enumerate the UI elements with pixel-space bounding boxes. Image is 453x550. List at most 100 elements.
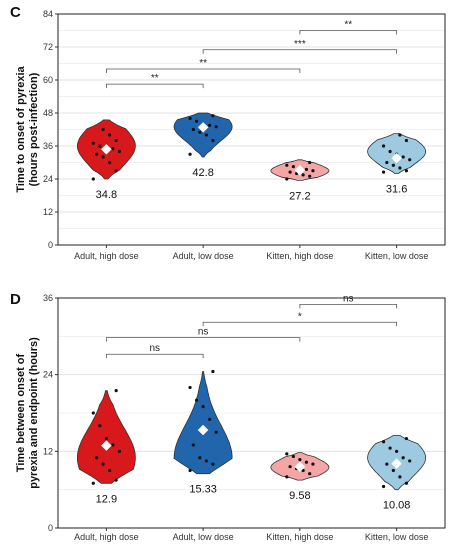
- y-axis-label: Time between onset of: [15, 353, 27, 472]
- data-point: [211, 462, 215, 466]
- mean-marker: [391, 152, 402, 164]
- mean-label: 42.8: [192, 167, 213, 179]
- significance-label: *: [298, 311, 302, 322]
- chart-panel-c: 0 12 24 36 48 60 72 84 Adult, high dose Adult, lo…: [10, 4, 446, 261]
- data-point: [391, 163, 395, 167]
- data-point: [211, 114, 215, 118]
- data-point: [404, 169, 409, 173]
- panel-label: D: [10, 291, 21, 308]
- data-point: [288, 465, 292, 469]
- mean-marker: [294, 461, 306, 473]
- significance-label: ***: [294, 39, 306, 50]
- data-point: [198, 130, 202, 134]
- data-point: [94, 152, 99, 156]
- significance-bracket: [299, 303, 398, 309]
- x-tick-label: Kitten, low dose: [365, 532, 429, 542]
- y-tick-label: 12: [43, 207, 53, 217]
- data-point: [308, 160, 312, 165]
- mean-marker: [101, 143, 112, 155]
- data-point: [288, 170, 292, 174]
- data-point: [388, 446, 392, 450]
- data-point: [91, 141, 95, 145]
- data-point: [194, 398, 199, 402]
- data-point: [108, 468, 112, 473]
- data-point: [291, 165, 295, 169]
- x-tick-label: Adult, high dose: [74, 532, 139, 542]
- y-tick-label: 84: [43, 9, 53, 19]
- significance-bracket: [105, 68, 301, 73]
- data-point: [408, 158, 412, 162]
- y-axis-label: pyrexia and endpoint (hours): [28, 337, 40, 489]
- data-point: [311, 169, 315, 173]
- data-point: [114, 478, 118, 482]
- y-tick-label: 24: [43, 174, 53, 184]
- violin-1: [173, 371, 233, 475]
- data-point: [91, 481, 95, 485]
- data-point: [214, 430, 218, 434]
- data-point: [108, 133, 112, 137]
- panel-label: C: [10, 4, 21, 21]
- data-point: [188, 468, 192, 473]
- data-point: [114, 389, 118, 393]
- data-point: [398, 166, 402, 170]
- data-point: [111, 443, 115, 447]
- data-point: [201, 405, 205, 409]
- data-point: [114, 169, 118, 173]
- violin-1: [173, 112, 233, 158]
- data-point: [404, 138, 409, 143]
- significance-label: **: [199, 58, 207, 69]
- data-point: [398, 133, 402, 137]
- data-point: [188, 116, 192, 121]
- data-point: [198, 456, 202, 460]
- data-point: [301, 173, 305, 177]
- mean-label: 27.2: [289, 190, 310, 202]
- x-tick-label: Kitten, high dose: [266, 532, 333, 542]
- y-tick-label: 24: [43, 370, 53, 380]
- data-point: [98, 144, 102, 148]
- data-point: [311, 462, 315, 466]
- data-point: [285, 177, 289, 181]
- significance-bracket: [202, 49, 398, 54]
- data-point: [188, 152, 192, 156]
- y-tick-label: 36: [43, 293, 53, 303]
- data-point: [214, 125, 218, 129]
- data-point: [391, 468, 395, 473]
- y-axis-label: (hours post-infection): [28, 72, 40, 186]
- data-point: [308, 174, 312, 178]
- data-point: [404, 436, 409, 441]
- data-point: [208, 123, 212, 127]
- data-point: [298, 458, 302, 462]
- data-point: [204, 133, 208, 137]
- significance-label: ns: [198, 327, 209, 338]
- data-point: [211, 138, 215, 143]
- data-point: [285, 452, 289, 456]
- data-point: [211, 369, 215, 374]
- data-point: [91, 177, 95, 181]
- y-tick-label: 0: [48, 523, 53, 533]
- data-point: [381, 484, 386, 489]
- data-point: [304, 460, 309, 464]
- significance-bracket: [299, 30, 398, 35]
- x-tick-label: Kitten, low dose: [365, 251, 429, 261]
- data-point: [114, 138, 118, 143]
- mean-label: 34.8: [96, 189, 117, 201]
- data-point: [404, 481, 409, 485]
- data-point: [304, 167, 309, 171]
- mean-marker: [391, 458, 402, 469]
- data-point: [194, 119, 199, 123]
- data-point: [101, 155, 105, 159]
- x-tick-label: Kitten, high dose: [266, 251, 333, 261]
- y-tick-label: 60: [43, 75, 53, 85]
- data-point: [101, 127, 105, 132]
- mean-label: 31.6: [386, 184, 407, 196]
- data-point: [285, 163, 289, 167]
- y-tick-label: 48: [43, 108, 53, 118]
- data-point: [204, 459, 208, 463]
- data-point: [104, 436, 108, 441]
- data-point: [191, 127, 195, 132]
- mean-marker: [294, 164, 306, 176]
- plot-border: [57, 13, 446, 246]
- data-point: [385, 462, 389, 466]
- data-point: [381, 144, 386, 148]
- data-point: [395, 449, 399, 453]
